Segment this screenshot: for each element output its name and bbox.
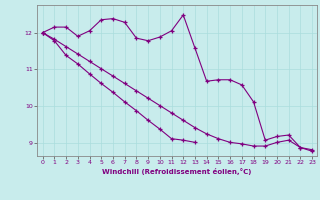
- X-axis label: Windchill (Refroidissement éolien,°C): Windchill (Refroidissement éolien,°C): [102, 168, 252, 175]
